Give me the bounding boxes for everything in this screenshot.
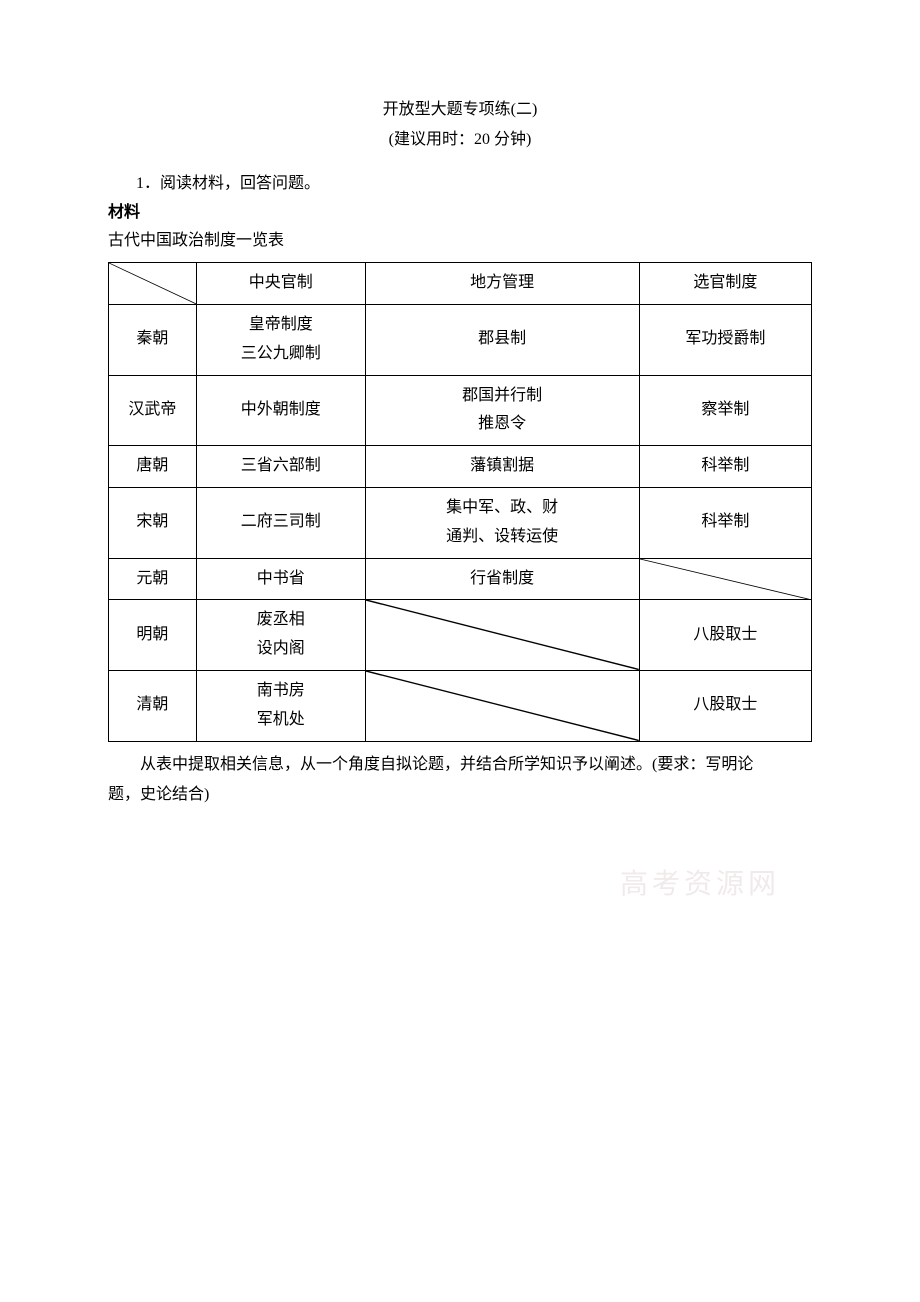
cell-selection: 军功授爵制 (639, 304, 811, 375)
table-header-row: 中央官制 地方管理 选官制度 (109, 263, 812, 305)
header-selection: 选官制度 (639, 263, 811, 305)
cell-central: 三省六部制 (196, 446, 365, 488)
table-row: 明朝 废丞相 设内阁 八股取士 (109, 600, 812, 671)
cell-dynasty: 元朝 (109, 558, 197, 600)
cell-dynasty: 汉武帝 (109, 375, 197, 446)
material-label: 材料 (108, 199, 812, 228)
post-instruction-2: 题，史论结合) (108, 780, 812, 810)
cell-text: 废丞相 设内阁 (257, 611, 305, 657)
cell-central: 中书省 (196, 558, 365, 600)
cell-local: 藩镇割据 (365, 446, 639, 488)
table-caption: 古代中国政治制度一览表 (108, 227, 812, 256)
cell-dynasty: 宋朝 (109, 487, 197, 558)
header-central: 中央官制 (196, 263, 365, 305)
cell-local-empty (365, 670, 639, 741)
question-number: 1． (136, 175, 160, 192)
table-row: 唐朝 三省六部制 藩镇割据 科举制 (109, 446, 812, 488)
table-row: 元朝 中书省 行省制度 (109, 558, 812, 600)
cell-local: 集中军、政、财 通判、设转运使 (365, 487, 639, 558)
table-row: 宋朝 二府三司制 集中军、政、财 通判、设转运使 科举制 (109, 487, 812, 558)
cell-text: 南书房 军机处 (257, 682, 305, 728)
header-blank (109, 263, 197, 305)
cell-text: 集中军、政、财 通判、设转运使 (446, 499, 558, 545)
cell-selection: 科举制 (639, 446, 811, 488)
cell-selection: 八股取士 (639, 600, 811, 671)
cell-selection: 科举制 (639, 487, 811, 558)
cell-text: 皇帝制度 三公九卿制 (241, 316, 321, 362)
question-text: 阅读材料，回答问题。 (160, 175, 320, 192)
cell-local: 行省制度 (365, 558, 639, 600)
table-row: 汉武帝 中外朝制度 郡国并行制 推恩令 察举制 (109, 375, 812, 446)
cell-selection: 八股取士 (639, 670, 811, 741)
cell-central: 中外朝制度 (196, 375, 365, 446)
table-row: 秦朝 皇帝制度 三公九卿制 郡县制 军功授爵制 (109, 304, 812, 375)
cell-local-empty (365, 600, 639, 671)
cell-central: 二府三司制 (196, 487, 365, 558)
cell-dynasty: 秦朝 (109, 304, 197, 375)
watermark: 高考资源网 (620, 860, 780, 910)
cell-selection-empty (639, 558, 811, 600)
cell-central: 皇帝制度 三公九卿制 (196, 304, 365, 375)
cell-central: 南书房 军机处 (196, 670, 365, 741)
question-line: 1．阅读材料，回答问题。 (108, 170, 812, 199)
cell-text: 郡国并行制 推恩令 (462, 387, 542, 433)
doc-subtitle: (建议用时：20 分钟) (108, 125, 812, 155)
cell-selection: 察举制 (639, 375, 811, 446)
table-row: 清朝 南书房 军机处 八股取士 (109, 670, 812, 741)
political-system-table: 中央官制 地方管理 选官制度 秦朝 皇帝制度 三公九卿制 郡县制 军功授爵制 汉… (108, 262, 812, 741)
cell-central: 废丞相 设内阁 (196, 600, 365, 671)
header-local: 地方管理 (365, 263, 639, 305)
cell-dynasty: 清朝 (109, 670, 197, 741)
cell-dynasty: 明朝 (109, 600, 197, 671)
post-instruction-1: 从表中提取相关信息，从一个角度自拟论题，并结合所学知识予以阐述。(要求：写明论 (108, 750, 812, 780)
doc-title: 开放型大题专项练(二) (108, 95, 812, 125)
cell-dynasty: 唐朝 (109, 446, 197, 488)
cell-local: 郡国并行制 推恩令 (365, 375, 639, 446)
cell-local: 郡县制 (365, 304, 639, 375)
